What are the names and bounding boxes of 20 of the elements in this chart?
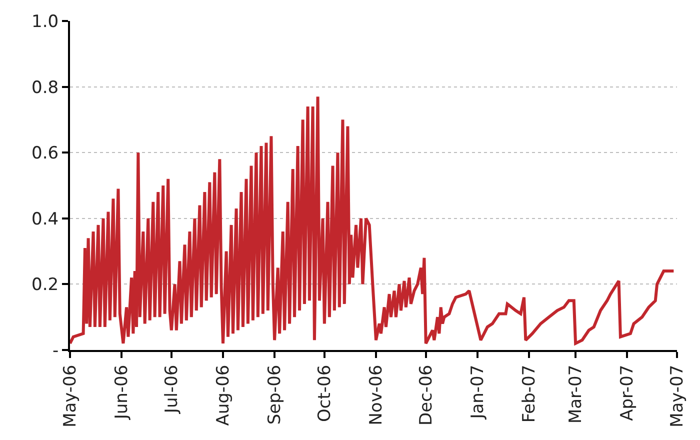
y-tick-label: 0.4 [32, 209, 59, 230]
x-tick-label: Jun-06 [112, 364, 132, 420]
x-tick-label: Apr-07 [618, 364, 638, 421]
x-tick-label: Jul-06 [162, 364, 182, 414]
y-tick-label: 0.2 [32, 275, 59, 296]
x-tick-label: Dec-06 [416, 364, 436, 426]
x-tick-label: May-07 [668, 364, 688, 428]
x-tick-label: May-06 [60, 364, 81, 428]
x-tick-label: Jan-07 [468, 364, 488, 420]
y-tick-label: 0.6 [32, 144, 59, 164]
x-tick-label: Sep-06 [265, 364, 286, 425]
x-tick-label: Nov-06 [366, 364, 387, 426]
x-tick-label: Feb-07 [520, 364, 540, 423]
y-tick-label: 1.0 [32, 12, 59, 32]
x-tick-label: Aug-06 [214, 364, 234, 426]
y-tick-label: - [52, 340, 59, 361]
y-tick-label: 0.8 [32, 78, 59, 98]
x-tick-label: Mar-07 [566, 364, 586, 424]
x-tick-label: Oct-06 [314, 364, 335, 422]
line-series [70, 95, 676, 345]
